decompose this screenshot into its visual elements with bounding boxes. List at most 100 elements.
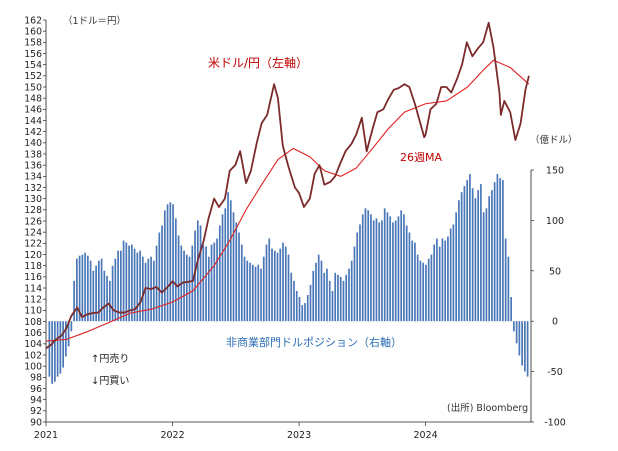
position-bar bbox=[312, 270, 315, 322]
right-tick-label: -50 bbox=[547, 367, 563, 378]
position-bar bbox=[524, 321, 526, 372]
position-bar bbox=[364, 208, 367, 322]
left-tick-label: 134 bbox=[24, 172, 42, 183]
left-tick-label: 136 bbox=[24, 160, 42, 171]
left-tick-label: 108 bbox=[24, 317, 42, 328]
position-bar bbox=[130, 244, 133, 322]
position-bar bbox=[268, 238, 271, 322]
position-bar bbox=[152, 260, 155, 322]
position-bar bbox=[246, 260, 249, 322]
position-bar bbox=[273, 250, 276, 322]
position-bar bbox=[232, 212, 235, 322]
position-bar bbox=[298, 297, 301, 322]
position-bar bbox=[458, 200, 460, 322]
right-tick-label: 100 bbox=[546, 216, 564, 227]
position-bar bbox=[78, 255, 81, 322]
position-bar bbox=[414, 242, 416, 322]
position-bar bbox=[400, 210, 403, 322]
position-bar bbox=[386, 212, 389, 322]
position-bar bbox=[87, 255, 89, 322]
left-tick-label: 156 bbox=[24, 49, 42, 60]
position-bar bbox=[323, 272, 326, 322]
position-bar bbox=[59, 321, 62, 374]
left-tick-label: 144 bbox=[24, 116, 42, 127]
position-bar bbox=[196, 220, 199, 322]
left-tick-label: 94 bbox=[30, 395, 42, 406]
position-bar bbox=[469, 174, 471, 322]
left-tick-label: 128 bbox=[24, 205, 42, 216]
left-tick-label: 130 bbox=[24, 194, 42, 205]
position-bar bbox=[218, 225, 221, 322]
position-bar bbox=[466, 180, 469, 322]
position-bar bbox=[284, 246, 287, 322]
position-bar bbox=[108, 280, 111, 322]
position-bar bbox=[353, 246, 356, 322]
position-bar bbox=[441, 238, 444, 322]
position-bar bbox=[133, 248, 136, 322]
position-bar bbox=[122, 240, 125, 322]
position-bar bbox=[229, 200, 232, 322]
position-bar bbox=[221, 214, 224, 322]
position-bar bbox=[315, 262, 317, 322]
position-bar bbox=[447, 236, 449, 322]
left-tick-label: 160 bbox=[24, 26, 42, 37]
position-bar bbox=[199, 225, 202, 322]
left-tick-label: 120 bbox=[24, 250, 42, 261]
left-tick-label: 146 bbox=[24, 105, 42, 116]
left-tick-label: 98 bbox=[30, 373, 42, 384]
left-unit-label: （1ドル＝円） bbox=[63, 15, 126, 27]
x-tick-label: 2023 bbox=[287, 430, 311, 441]
position-bar bbox=[177, 235, 180, 322]
position-series-label: 非商業部門ドルポジション（右軸） bbox=[226, 335, 402, 349]
left-tick-label: 100 bbox=[24, 361, 42, 372]
position-bar bbox=[216, 238, 218, 322]
position-bar bbox=[370, 214, 372, 322]
position-bar bbox=[394, 220, 397, 322]
position-bar bbox=[480, 184, 482, 322]
position-bar bbox=[455, 212, 458, 322]
left-tick-label: 132 bbox=[24, 183, 42, 194]
position-bar bbox=[139, 250, 141, 322]
position-bar bbox=[92, 270, 95, 322]
position-bar bbox=[348, 268, 350, 322]
position-bar bbox=[95, 265, 97, 322]
position-bar bbox=[515, 321, 518, 344]
position-bar bbox=[141, 256, 144, 322]
x-tick-label: 2022 bbox=[160, 430, 184, 441]
x-tick-label: 2024 bbox=[414, 430, 438, 441]
position-bar bbox=[65, 321, 67, 357]
position-bar bbox=[238, 232, 240, 322]
position-bar bbox=[155, 245, 158, 322]
position-bar bbox=[482, 212, 485, 322]
position-bar bbox=[411, 240, 414, 322]
position-bar bbox=[367, 210, 370, 322]
position-bar bbox=[73, 280, 75, 322]
position-bar bbox=[262, 256, 265, 322]
left-tick-label: 150 bbox=[24, 82, 42, 93]
usdjpy-line bbox=[45, 21, 530, 350]
position-bar bbox=[240, 244, 243, 322]
position-bar bbox=[224, 208, 227, 322]
position-bar bbox=[416, 254, 419, 322]
position-bar bbox=[48, 321, 51, 377]
position-bar bbox=[56, 321, 59, 377]
position-bar bbox=[375, 218, 378, 322]
position-bar bbox=[183, 250, 185, 322]
position-bar bbox=[383, 208, 386, 322]
position-bar bbox=[419, 260, 422, 322]
position-bar bbox=[334, 272, 337, 322]
left-tick-label: 152 bbox=[24, 71, 42, 82]
position-bar bbox=[477, 190, 479, 322]
position-bar bbox=[293, 280, 295, 322]
position-bar bbox=[147, 258, 150, 322]
position-bar bbox=[89, 260, 92, 322]
yen-sell-annotation: ↑円売り bbox=[91, 352, 129, 365]
exchange-rate-lines bbox=[45, 21, 530, 350]
position-bar bbox=[125, 242, 128, 322]
position-bar bbox=[235, 222, 238, 322]
position-bars bbox=[48, 174, 529, 384]
position-bar bbox=[304, 303, 306, 322]
position-bar bbox=[328, 280, 331, 322]
position-bar bbox=[526, 321, 529, 377]
